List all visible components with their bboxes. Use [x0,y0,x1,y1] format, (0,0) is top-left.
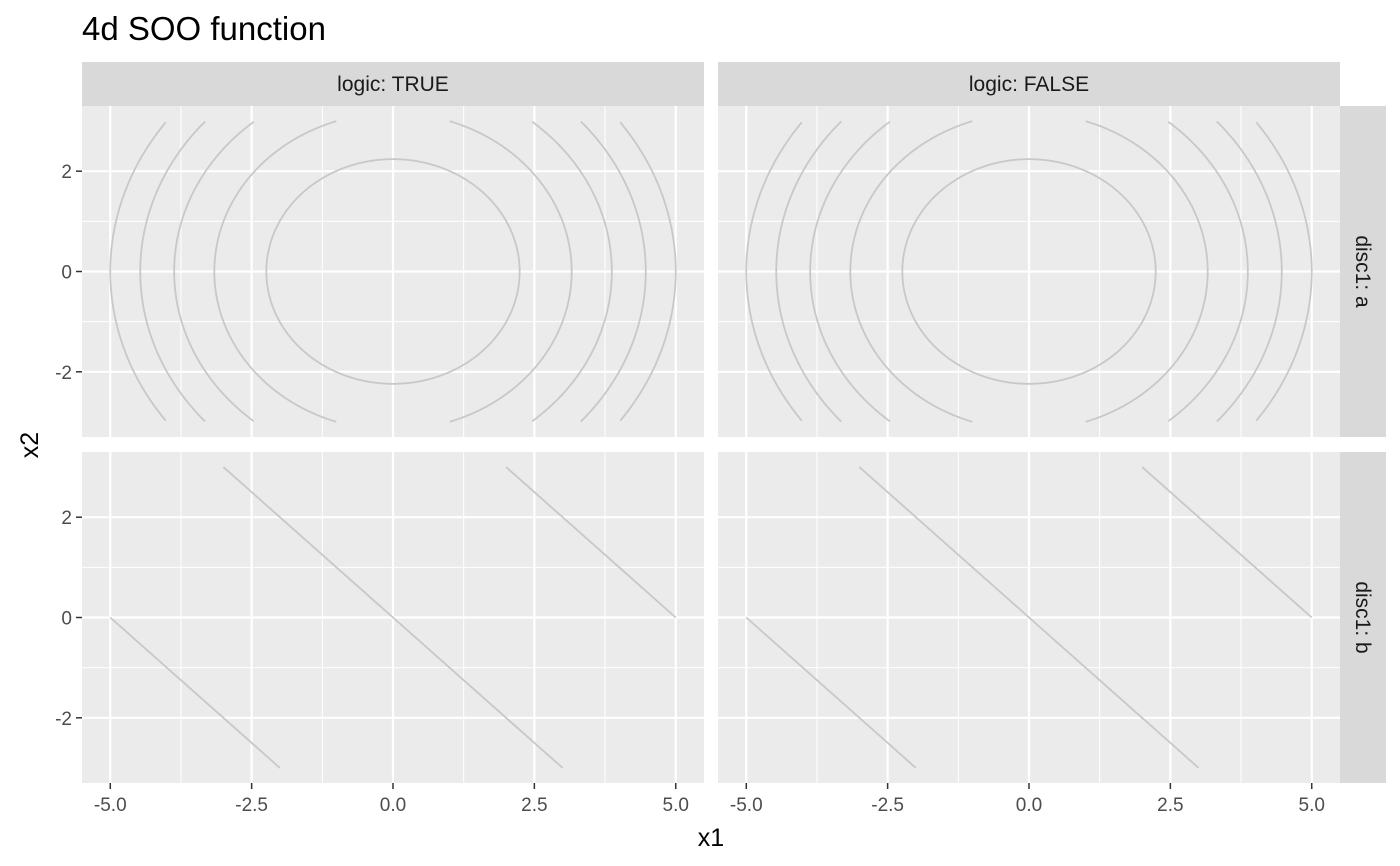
y-tick-label: -2 [55,363,72,384]
x-axis-title: x1 [698,824,724,852]
contour-line [858,466,1200,769]
facet-strip-top [82,62,704,106]
contour-line [505,466,677,619]
contour-line [745,121,1313,422]
contour-line [809,121,1249,422]
contour-line [849,120,1209,423]
contour-line [139,120,647,423]
panel-1-0: -2 0 2 -5.0 -2.5 0.0 2.5 5.0 [55,452,704,816]
x-tick-label: -5.0 [94,795,127,816]
x-tick-label: 5.0 [1299,795,1325,816]
y-axis-title: x2 [16,432,44,458]
contour-line [745,616,917,769]
contour-line [109,121,677,422]
x-tick-label: 0.0 [1016,795,1042,816]
x-tick-label: 0.0 [380,795,406,816]
x-tick-label: 5.0 [663,795,689,816]
contour-group [109,120,677,423]
contour-line [173,121,613,422]
y-tick-label: 0 [61,609,72,630]
facet-strip-label: logic: FALSE [969,73,1089,96]
facet-strip-label: disc1: b [1351,581,1374,653]
contour-line [901,158,1157,385]
x-tick-label: -2.5 [871,795,904,816]
contour-group [109,466,677,769]
x-tick-label: 2.5 [521,795,547,816]
x-tick-label: -5.0 [730,795,763,816]
contour-line [1141,466,1313,619]
contour-line [222,466,564,769]
contour-group [745,120,1313,423]
contour-line [265,158,521,385]
y-tick-label: 2 [61,508,72,529]
x-tick-label: 2.5 [1157,795,1183,816]
y-tick-label: -2 [55,709,72,730]
panels-layer: -2 0 2 -2 0 2 -5.0 -2.5 0.0 2.5 5.0 -5.0 -2.5 0.0 2.5 5… [55,62,1386,816]
chart-title: 4d SOO function [82,10,326,47]
facet-strip-label: disc1: a [1351,235,1374,308]
facet-strip-right [1340,106,1386,437]
contour-line [213,120,573,423]
facet-strip-right [1340,452,1386,783]
x-tick-label: -2.5 [235,795,268,816]
panel-0-1 [718,106,1340,437]
panel-1-1: -5.0 -2.5 0.0 2.5 5.0 [718,452,1340,816]
facet-strip-label: logic: TRUE [337,73,449,96]
y-tick-label: 0 [61,263,72,284]
y-tick-label: 2 [61,162,72,183]
panel-0-0: -2 0 2 [55,106,704,437]
contour-line [775,120,1283,423]
contour-group [745,466,1313,769]
facet-strip-top [718,62,1340,106]
contour-line [109,616,281,769]
